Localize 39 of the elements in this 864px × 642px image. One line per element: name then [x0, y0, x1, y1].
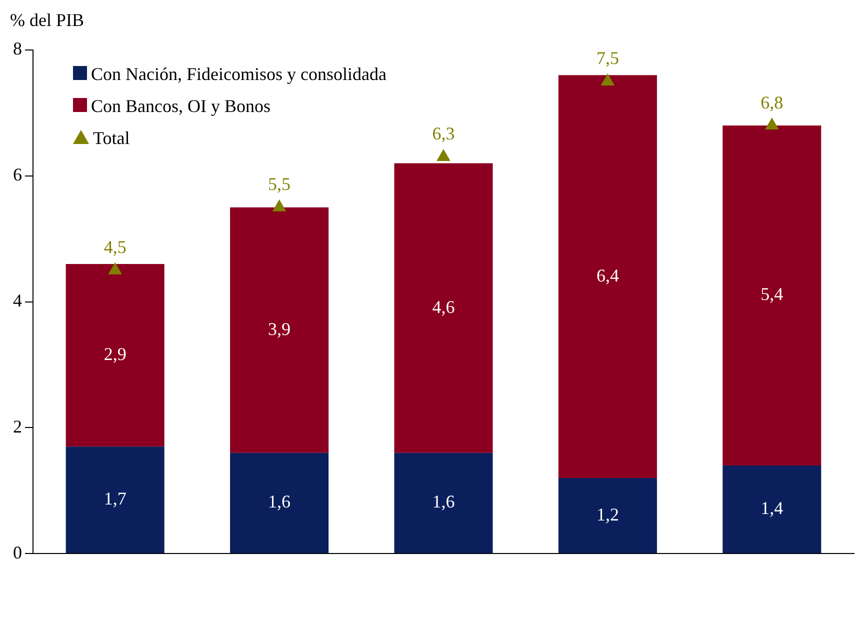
y-axis-title: % del PIB — [10, 10, 84, 31]
y-tick-label: 0 — [13, 542, 22, 562]
point — [765, 118, 778, 130]
data-label: 1,2 — [596, 504, 619, 524]
data-label: 1,6 — [268, 492, 291, 512]
y-tick-label: 6 — [13, 164, 22, 185]
bar — [394, 163, 493, 453]
bar — [722, 465, 822, 554]
data-label: 1,6 — [432, 492, 455, 512]
point — [108, 262, 122, 274]
data-label: 5,4 — [760, 284, 784, 304]
bar — [230, 207, 329, 453]
y-tick-label: 2 — [13, 416, 22, 436]
data-label: 1,4 — [760, 498, 784, 518]
bar — [66, 446, 164, 554]
bar — [394, 452, 493, 554]
data-label: 5,5 — [268, 174, 291, 194]
data-label: 4,5 — [104, 237, 126, 258]
point — [272, 200, 286, 212]
data-label: 6,8 — [760, 92, 784, 112]
data-label: 6,3 — [432, 124, 455, 144]
legend-label: Con Nación, Fideicomisos y consolidada — [90, 63, 386, 86]
data-label: 1,7 — [104, 488, 126, 509]
data-label: 2,9 — [104, 344, 126, 364]
point — [436, 150, 450, 162]
data-label: 4,6 — [432, 296, 455, 317]
y-tick-label: 8 — [13, 38, 22, 59]
data-label: 6,4 — [596, 265, 619, 286]
legend-label: Total — [92, 127, 131, 150]
bar — [558, 478, 657, 554]
data-label: 3,9 — [268, 318, 291, 339]
point — [601, 74, 614, 86]
bar — [230, 452, 329, 554]
bar — [558, 75, 657, 478]
bar — [722, 126, 822, 466]
legend-label: Con Bancos, OI y Bonos — [90, 95, 272, 118]
data-label: 7,5 — [596, 48, 619, 68]
bar — [66, 264, 164, 447]
y-tick-label: 4 — [13, 290, 22, 311]
